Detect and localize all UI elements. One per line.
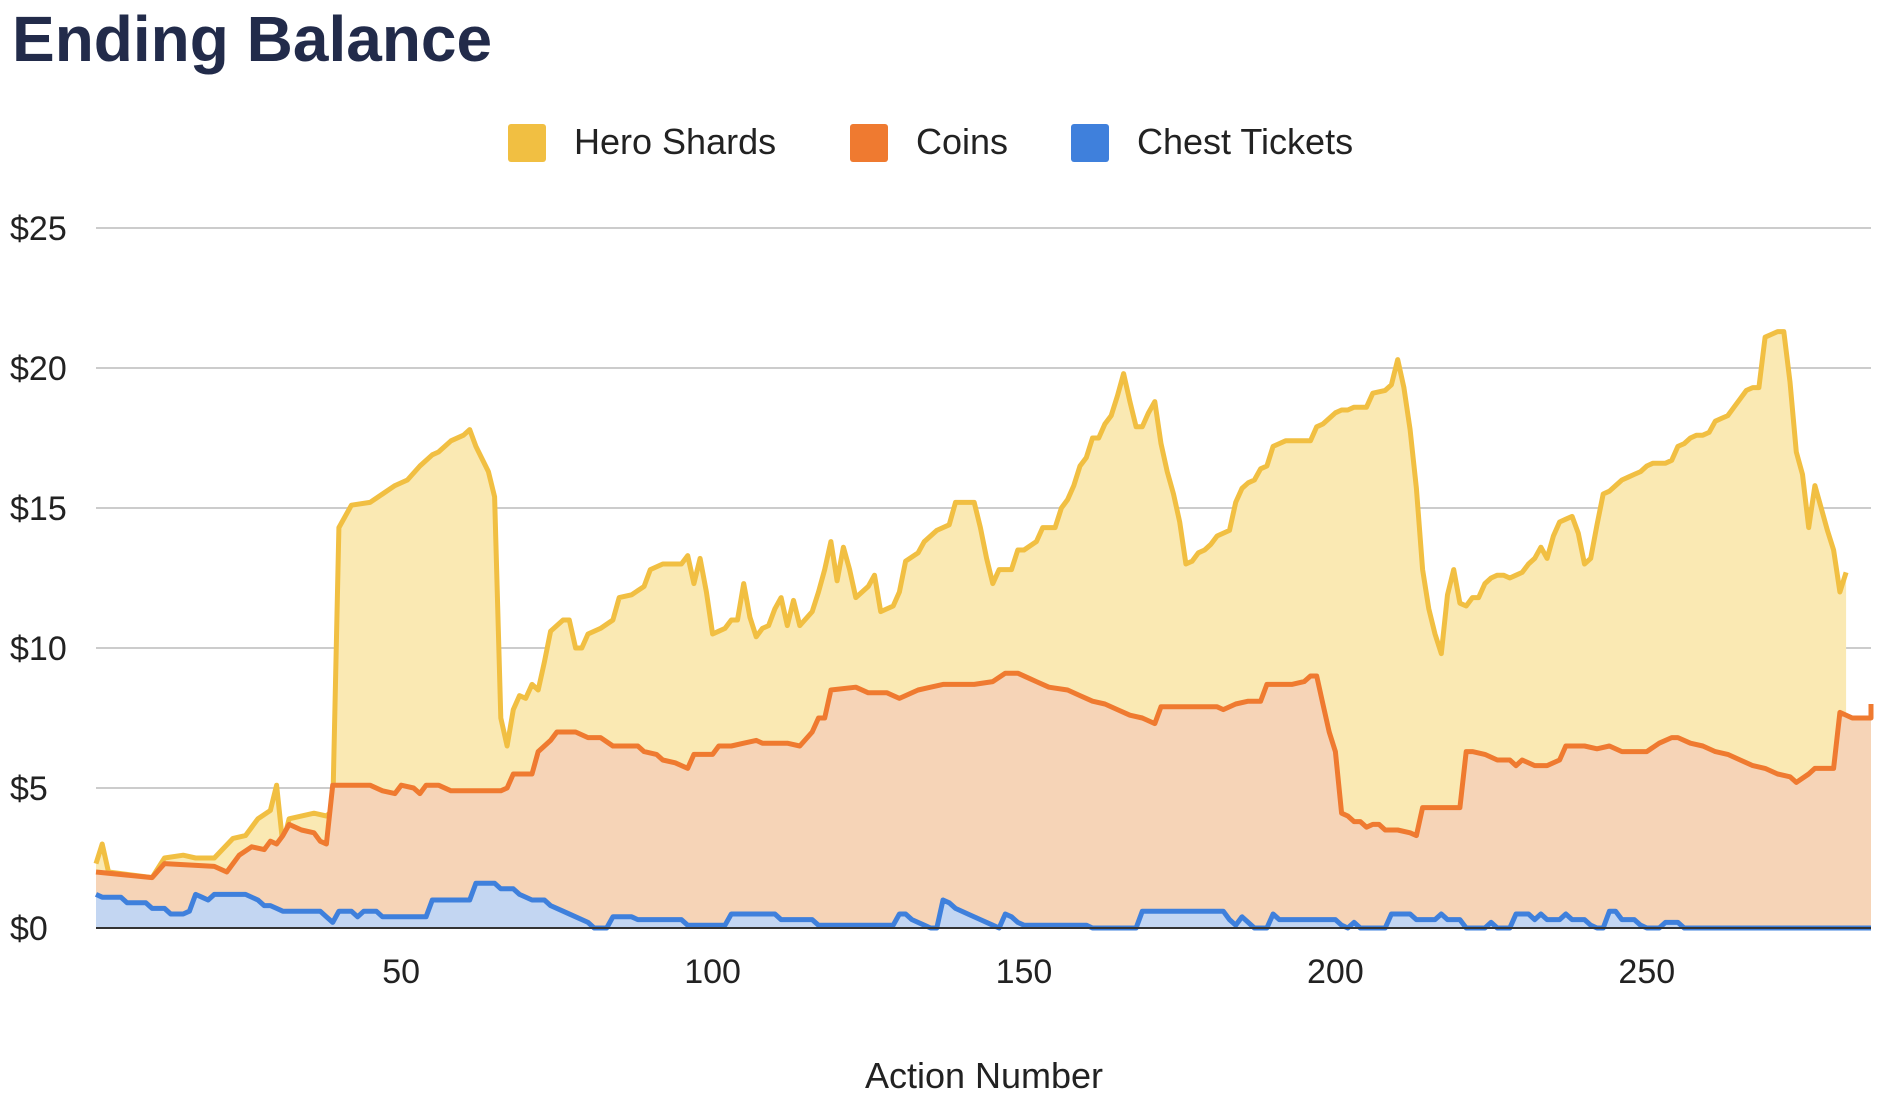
x-axis-label: Action Number <box>865 1055 1103 1096</box>
y-tick-label: $15 <box>10 490 67 528</box>
chart-title: Ending Balance <box>12 3 493 75</box>
x-tick-label: 200 <box>1307 953 1364 991</box>
legend-label: Chest Tickets <box>1137 121 1353 162</box>
area-fill-coins <box>96 673 1871 928</box>
y-tick-label: $0 <box>10 910 48 948</box>
x-tick-label: 100 <box>684 953 741 991</box>
y-tick-label: $10 <box>10 630 67 668</box>
series-line-coins <box>95 670 1874 881</box>
legend-item[interactable]: Chest Tickets <box>1071 121 1353 162</box>
y-axis-ticks: $0 $5 $10 $15 $20 $25 <box>10 210 67 948</box>
legend-label: Coins <box>916 121 1008 162</box>
area-series <box>93 329 1874 931</box>
legend-swatch <box>508 124 546 162</box>
x-tick-label: 50 <box>382 953 420 991</box>
y-tick-label: $20 <box>10 350 67 388</box>
y-tick-label: $5 <box>10 770 48 808</box>
legend-swatch <box>850 124 888 162</box>
legend-item[interactable]: Hero Shards <box>508 121 776 162</box>
y-tick-label: $25 <box>10 210 67 248</box>
legend-swatch <box>1071 124 1109 162</box>
x-axis-ticks: 50 100 150 200 250 <box>382 953 1675 991</box>
area-fill-chest-tickets <box>96 883 1871 928</box>
legend: Hero Shards Coins Chest Tickets <box>508 121 1353 162</box>
series-line-chest-tickets <box>94 880 1871 931</box>
legend-label: Hero Shards <box>574 121 776 162</box>
x-tick-label: 150 <box>996 953 1053 991</box>
series-line-hero-shards <box>93 329 1849 881</box>
legend-item[interactable]: Coins <box>850 121 1008 162</box>
x-tick-label: 250 <box>1618 953 1675 991</box>
